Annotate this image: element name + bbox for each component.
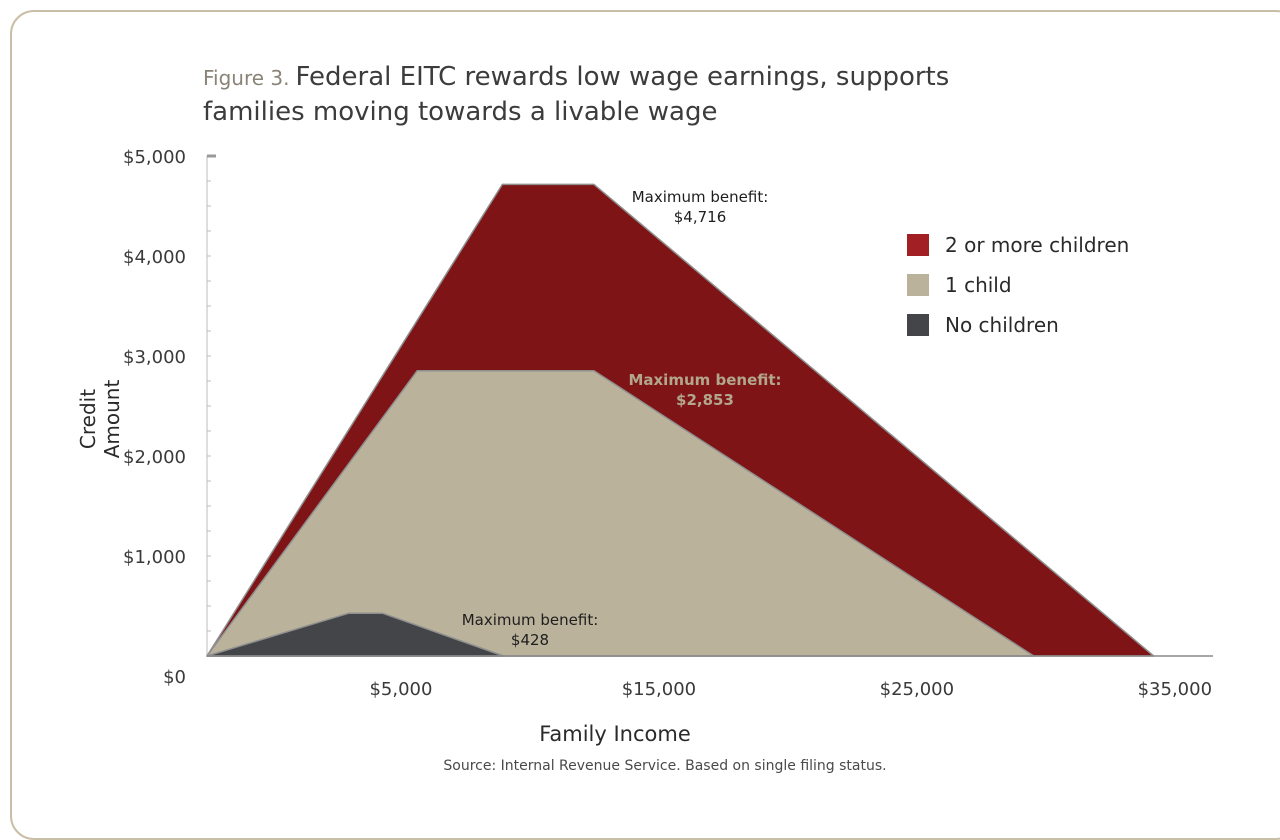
- y-tick-label: $4,000: [123, 247, 186, 268]
- legend-swatch-two-plus: [907, 234, 929, 256]
- x-tick-label: $5,000: [369, 679, 432, 700]
- chart-title: Figure 3. Federal EITC rewards low wage e…: [203, 60, 1103, 129]
- title-line-2: families moving towards a livable wage: [203, 97, 718, 127]
- annotation-one-child-line1: Maximum benefit:: [628, 371, 782, 389]
- x-tick-label: $15,000: [622, 679, 696, 700]
- y-axis-label: Credit Amount: [76, 379, 124, 459]
- source-note: Source: Internal Revenue Service. Based …: [443, 758, 887, 774]
- title-line-1: Federal EITC rewards low wage earnings, …: [295, 62, 950, 92]
- annotation-two-plus-line1: Maximum benefit:: [631, 188, 769, 206]
- annotation-no-children-line1: Maximum benefit:: [461, 611, 599, 629]
- legend-item-two-plus: 2 or more children: [907, 225, 1129, 265]
- y-tick-label: $5,000: [123, 147, 186, 168]
- annotation-two-plus-value: $4,716: [673, 208, 727, 226]
- y-tick-label: $3,000: [123, 347, 186, 368]
- legend-label-one-child: 1 child: [945, 273, 1012, 297]
- x-axis-label: Family Income: [539, 722, 691, 746]
- legend-label-two-plus: 2 or more children: [945, 233, 1130, 257]
- legend-swatch-no-children: [907, 314, 929, 336]
- annotation-no-children: Maximum benefit: $428: [420, 610, 640, 650]
- annotation-no-children-value: $428: [510, 631, 550, 649]
- legend-item-one-child: 1 child: [907, 265, 1129, 305]
- chart-plot: $0 $1,000 $2,000 $3,000 $4,000 $5,000 $5,000 $1…: [123, 147, 1213, 700]
- annotation-one-child: Maximum benefit: $2,853: [595, 370, 815, 410]
- x-tick-label: $35,000: [1138, 679, 1212, 700]
- legend-item-no-children: No children: [907, 305, 1129, 345]
- y-tick-label: $2,000: [123, 447, 186, 468]
- x-tick-label: $25,000: [880, 679, 954, 700]
- annotation-two-plus: Maximum benefit: $4,716: [590, 187, 810, 227]
- figure-label: Figure 3.: [203, 66, 290, 90]
- annotation-one-child-value: $2,853: [676, 391, 734, 409]
- y-tick-label: $1,000: [123, 547, 186, 568]
- legend-label-no-children: No children: [945, 313, 1059, 337]
- legend-swatch-one-child: [907, 274, 929, 296]
- y-tick-label: $0: [163, 667, 186, 688]
- legend: 2 or more children 1 child No children: [907, 225, 1129, 345]
